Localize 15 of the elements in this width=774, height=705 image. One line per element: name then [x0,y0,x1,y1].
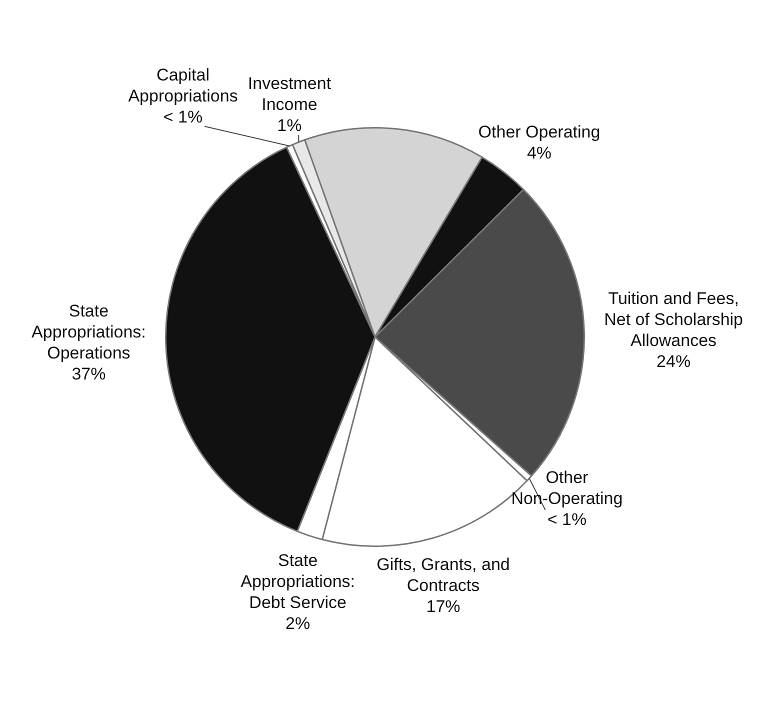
data-label: 1% [277,116,302,136]
slice-label: Other Operating [478,122,600,142]
slice-label: Tuition and Fees, Net of Scholarship Allowances [604,288,744,350]
data-label: < 1% [163,108,203,127]
data-label: < 1% [547,510,587,530]
slice-label: Capital Appropriations [128,66,238,106]
data-label: 2% [286,614,310,633]
data-label: 4% [526,143,552,162]
data-label: 17% [426,597,460,616]
slice-label: Gifts, Grants, and Contracts [376,555,510,596]
slice-label: State Appropriations: Operations [32,302,146,363]
slice-label: Investment Income [248,74,332,114]
data-label: 24% [656,352,691,371]
slice-label: State Appropriations: Debt Service [240,550,355,612]
data-label: 37% [72,364,106,384]
